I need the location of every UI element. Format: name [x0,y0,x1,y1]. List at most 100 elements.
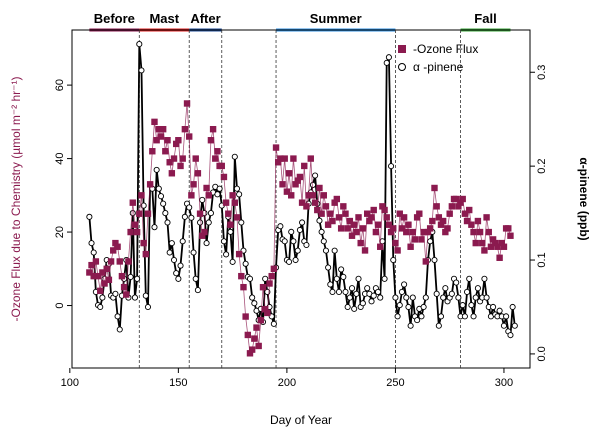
pinene-point [309,181,316,188]
period-label-fall: Fall [474,11,496,26]
pinene-point [335,288,343,296]
pinene-point [355,275,362,282]
ozone-flux-point [457,199,464,206]
pinene-point [312,172,319,179]
ozone-flux-point [474,217,482,225]
ozone-flux-point [366,217,373,225]
ozone-flux-point [177,162,184,170]
ozone-flux-point [99,269,106,276]
pinene-point [483,294,490,301]
ozone-flux-point [92,258,100,265]
ozone-flux-point [340,203,347,210]
ozone-flux-point [305,192,312,199]
pinene-point [511,322,518,329]
ozone-flux-point [331,199,338,206]
ozone-flux-point [231,199,238,206]
ozone-flux-point [112,239,119,247]
ozone-flux-point [316,184,323,192]
ozone-flux-point [407,243,414,250]
ozone-flux-point [318,210,325,217]
pinene-point [385,54,392,61]
ozone-flux-point [364,210,371,217]
pinene-point [398,288,405,296]
pinene-point [181,213,188,220]
ozone-flux-point [483,214,490,221]
ozone-flux-point [235,250,243,258]
ozone-flux-point [88,261,95,269]
ozone-flux-point [127,228,134,236]
ozone-flux-point [507,232,514,239]
ozone-flux-point [90,272,97,280]
ozone-flux-point [120,283,128,291]
pinene-point [348,285,356,292]
pinene-point [433,290,440,297]
ozone-flux-point [294,177,301,184]
ozone-flux-point [411,236,419,243]
ozone-flux-point [350,221,358,228]
ozone-flux-point [292,181,299,188]
pinene-point [368,298,375,305]
ozone-flux-point [303,203,310,210]
ozone-flux-point [264,309,271,317]
ozone-flux-point [131,221,139,228]
ozone-flux-point [355,214,362,221]
pinene-point [500,322,508,329]
pinene-point [333,275,340,282]
pinene-point [370,292,377,299]
ozone-flux-point [385,221,393,228]
y-axis-left-title: -Ozone Flux due to Chemistry (µmol m⁻² h… [9,77,23,322]
ozone-flux-point [437,221,445,228]
pinene-point [375,288,382,296]
ozone-flux-point [392,239,399,247]
ozone-flux-point [476,228,484,236]
ozone-flux-point [281,155,288,162]
pinene-point [99,294,106,301]
y-right-tick-label: 0.2 [536,158,548,173]
pinene-point [231,153,238,160]
ozone-flux-point [149,148,156,155]
pinene-point [442,285,449,292]
ozone-flux-point [335,214,343,221]
pinene-point [296,226,303,234]
pinene-point [144,303,152,311]
ozone-flux-point [487,243,495,250]
ozone-flux-point [296,173,304,181]
ozone-flux-point [461,210,469,217]
pinene-point [490,303,497,311]
pinene-point [329,288,336,296]
ozone-flux-point [138,192,145,199]
pinene-point [390,256,397,264]
legend-pinene-marker [398,63,406,71]
pinene-point [364,285,371,292]
pinene-point [288,228,295,235]
ozone-flux-point [455,203,462,210]
ozone-flux-point [439,217,447,225]
ozone-flux-series [86,100,514,357]
pinene-point [496,307,503,314]
ozone-flux-point [322,203,330,210]
pinene-point [214,191,221,198]
ozone-flux-point [196,210,204,217]
pinene-point [440,294,447,301]
ozone-flux-point [253,324,260,331]
pinene-point [281,238,288,245]
pinene-point [116,326,123,333]
pinene-point [344,303,351,311]
pinene-point [251,300,258,307]
period-label-summer: Summer [310,11,362,26]
pinene-point [286,258,293,265]
ozone-flux-point [246,350,254,357]
y-axis-right-title: α-pinene (ppb) [577,157,591,240]
pinene-point [131,294,138,301]
pinene-point [238,219,245,226]
ozone-flux-point [290,155,297,162]
period-label-after: After [190,11,220,26]
ozone-flux-point [353,228,360,236]
pinene-point [481,275,488,282]
ozone-flux-point [227,221,234,228]
pinene-point [151,224,158,231]
ozone-flux-point [368,214,375,221]
ozone-flux-point [270,265,278,273]
pinene-point [170,256,178,264]
